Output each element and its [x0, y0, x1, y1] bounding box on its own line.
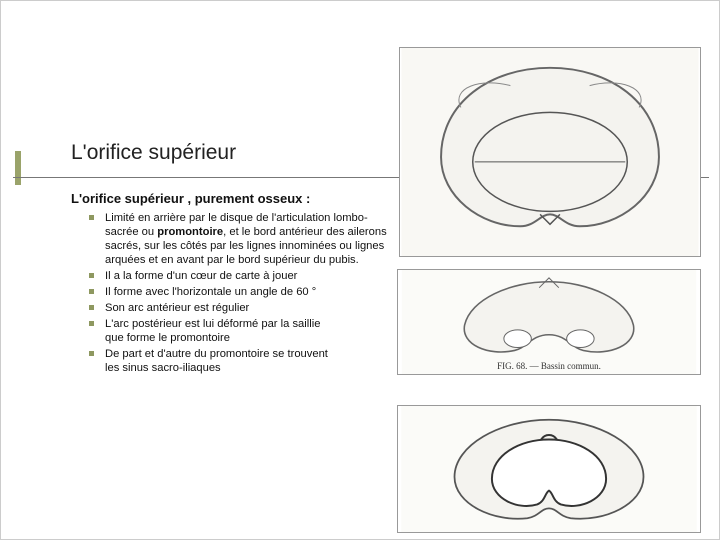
square-bullet-icon [89, 321, 94, 326]
square-bullet-icon [89, 273, 94, 278]
pelvis-superior-icon [400, 48, 700, 256]
square-bullet-icon [89, 305, 94, 310]
list-item: Il forme avec l'horizontale un angle de … [89, 285, 389, 299]
figure-pelvis-frontal: FIG. 68. — Bassin commun. [397, 269, 701, 375]
bullet-text: L'arc postérieur est lui déformé par la … [105, 318, 320, 344]
figure-pelvis-superior [399, 47, 701, 257]
list-item: Son arc antérieur est régulier [89, 301, 389, 315]
subtitle: L'orifice supérieur , purement osseux : [71, 191, 310, 206]
list-item: L'arc postérieur est lui déformé par la … [89, 317, 389, 345]
bullet-text: Il a la forme d'un cœur de carte à jouer [105, 270, 297, 282]
slide: L'orifice supérieur L'orifice supérieur … [0, 0, 720, 540]
bullet-list: Limité en arrière par le disque de l'art… [89, 211, 389, 377]
square-bullet-icon [89, 351, 94, 356]
square-bullet-icon [89, 215, 94, 220]
figure-caption: FIG. 68. — Bassin commun. [398, 361, 700, 371]
square-bullet-icon [89, 289, 94, 294]
bullet-text-bold: promontoire [157, 226, 223, 238]
pelvis-inlet-icon [398, 406, 700, 532]
pelvis-frontal-icon [398, 270, 700, 374]
bullet-text: Son arc antérieur est régulier [105, 302, 249, 314]
list-item: De part et d'autre du promontoire se tro… [89, 347, 389, 375]
figure-pelvis-inlet [397, 405, 701, 533]
page-title: L'orifice supérieur [71, 141, 236, 165]
bullet-text: De part et d'autre du promontoire se tro… [105, 348, 328, 374]
list-item: Limité en arrière par le disque de l'art… [89, 211, 389, 267]
bullet-text: Il forme avec l'horizontale un angle de … [105, 286, 316, 298]
list-item: Il a la forme d'un cœur de carte à jouer [89, 269, 389, 283]
accent-bar [15, 151, 21, 185]
